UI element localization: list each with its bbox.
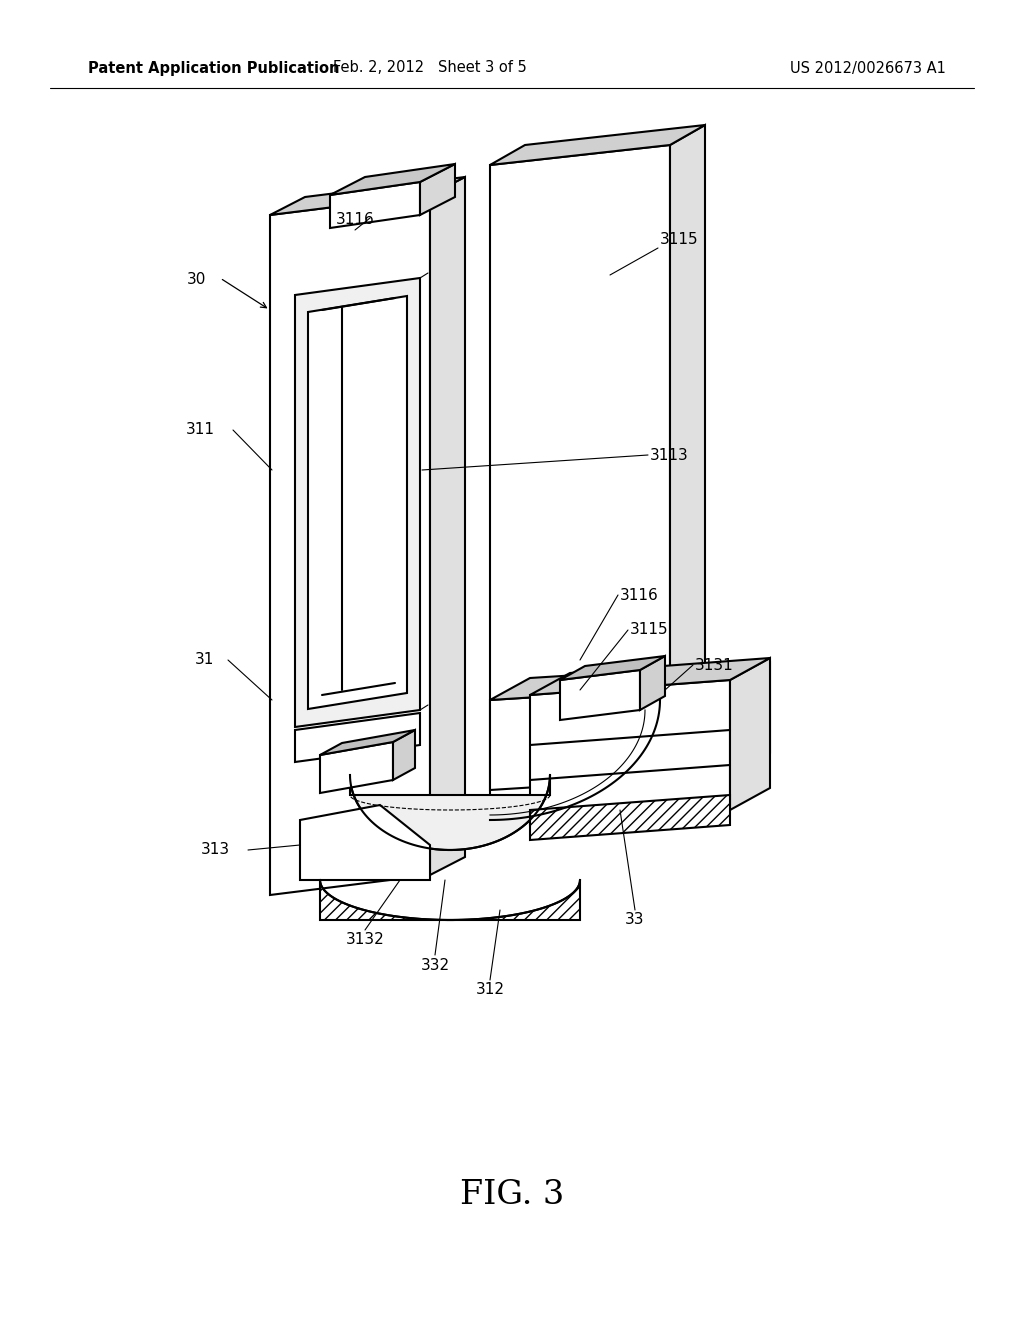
Text: 3116: 3116	[336, 213, 375, 227]
Polygon shape	[530, 680, 730, 825]
Polygon shape	[730, 663, 770, 775]
Text: 3132: 3132	[346, 932, 384, 948]
Polygon shape	[430, 177, 465, 875]
Polygon shape	[530, 657, 770, 696]
Text: FIG. 3: FIG. 3	[460, 1179, 564, 1210]
Text: 311: 311	[185, 422, 214, 437]
Polygon shape	[420, 164, 455, 215]
Polygon shape	[319, 880, 580, 920]
Polygon shape	[300, 805, 430, 880]
Polygon shape	[560, 671, 640, 719]
Polygon shape	[319, 730, 415, 755]
Polygon shape	[308, 296, 407, 709]
Text: 312: 312	[475, 982, 505, 998]
Polygon shape	[330, 182, 420, 228]
Text: 313: 313	[201, 842, 229, 858]
Text: 3115: 3115	[660, 232, 698, 248]
Polygon shape	[295, 279, 420, 727]
Polygon shape	[270, 195, 430, 895]
Text: US 2012/0026673 A1: US 2012/0026673 A1	[790, 61, 946, 75]
Text: Patent Application Publication: Patent Application Publication	[88, 61, 340, 75]
Polygon shape	[530, 795, 730, 840]
Text: 30: 30	[186, 272, 206, 288]
Text: 31: 31	[196, 652, 215, 668]
Polygon shape	[730, 657, 770, 810]
Polygon shape	[490, 663, 770, 700]
Polygon shape	[640, 656, 665, 710]
Polygon shape	[670, 125, 705, 780]
Polygon shape	[295, 713, 420, 762]
Text: 332: 332	[421, 957, 450, 973]
Polygon shape	[490, 125, 705, 165]
Text: 3116: 3116	[620, 587, 658, 602]
Polygon shape	[319, 742, 393, 793]
Text: 3115: 3115	[630, 623, 669, 638]
Polygon shape	[560, 656, 665, 680]
Polygon shape	[490, 685, 730, 789]
Text: Feb. 2, 2012   Sheet 3 of 5: Feb. 2, 2012 Sheet 3 of 5	[333, 61, 527, 75]
Polygon shape	[490, 145, 670, 800]
Polygon shape	[350, 775, 550, 850]
Text: 3131: 3131	[695, 657, 734, 672]
Text: 33: 33	[626, 912, 645, 928]
Polygon shape	[330, 164, 455, 195]
Polygon shape	[270, 177, 465, 215]
Polygon shape	[393, 730, 415, 780]
Text: 3113: 3113	[650, 447, 689, 462]
